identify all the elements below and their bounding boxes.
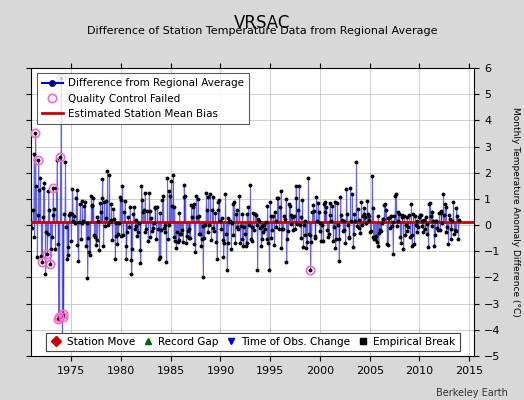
Y-axis label: Monthly Temperature Anomaly Difference (°C): Monthly Temperature Anomaly Difference (… bbox=[511, 107, 520, 317]
Text: VRSAC: VRSAC bbox=[234, 14, 290, 32]
Text: Difference of Station Temperature Data from Regional Average: Difference of Station Temperature Data f… bbox=[87, 26, 437, 36]
Legend: Station Move, Record Gap, Time of Obs. Change, Empirical Break: Station Move, Record Gap, Time of Obs. C… bbox=[46, 333, 460, 351]
Text: Berkeley Earth: Berkeley Earth bbox=[436, 388, 508, 398]
